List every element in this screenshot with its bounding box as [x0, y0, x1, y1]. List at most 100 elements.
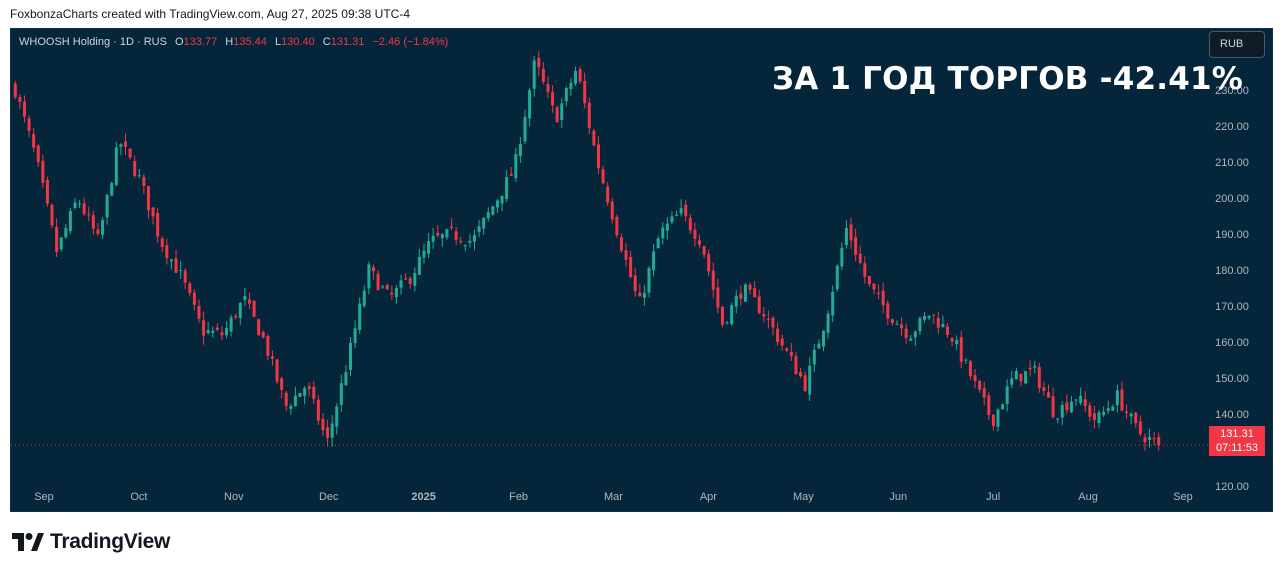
candle-body	[840, 247, 844, 267]
candle-body	[284, 392, 288, 406]
candle-body	[789, 351, 793, 357]
price-tick-label: 220.00	[1215, 121, 1249, 133]
chart-attribution: FoxbonzaCharts created with TradingView.…	[10, 7, 411, 21]
candle-body	[45, 179, 49, 204]
candle-body	[569, 82, 573, 90]
last-price-value: 131.31	[1220, 428, 1254, 440]
candle-body	[909, 338, 913, 341]
candle-body	[776, 328, 780, 343]
candle-body	[436, 232, 440, 236]
candle-body	[578, 68, 582, 82]
candle-body	[468, 240, 472, 243]
candle-body	[702, 246, 706, 255]
candle-body	[381, 286, 385, 288]
candle-body	[748, 284, 752, 290]
candle-body	[895, 323, 899, 325]
candle-body	[78, 203, 82, 205]
candle-body	[1115, 390, 1119, 406]
currency-button[interactable]: RUB	[1209, 31, 1265, 58]
chart-panel[interactable]: 120.00130.00140.00150.00160.00170.00180.…	[10, 28, 1273, 512]
candle-body	[13, 83, 17, 98]
candle-body	[252, 300, 256, 317]
candle-body	[514, 153, 518, 179]
candle-body	[174, 258, 178, 273]
candle-body	[202, 320, 206, 336]
candle-body	[991, 414, 995, 426]
candle-body	[877, 292, 881, 294]
candle-body	[1037, 366, 1041, 389]
candle-body	[698, 240, 702, 245]
candle-body	[270, 356, 274, 359]
candle-body	[619, 237, 623, 251]
candle-body	[564, 88, 568, 102]
candle-body	[234, 315, 238, 318]
candle-body	[275, 359, 279, 382]
candle-body	[583, 81, 587, 104]
candle-body	[339, 383, 343, 405]
price-tick-label: 150.00	[1215, 373, 1249, 385]
candle-body	[803, 375, 807, 392]
candle-body	[367, 264, 371, 289]
candle-body	[1134, 412, 1138, 424]
close-value: 131.31	[330, 36, 365, 48]
candle-body	[656, 238, 660, 249]
candle-body	[725, 322, 729, 324]
candle-body	[900, 324, 904, 329]
candle-body	[422, 250, 426, 258]
candle-body	[440, 234, 444, 239]
candle-body	[863, 263, 867, 277]
time-tick-label: Sep	[34, 491, 54, 503]
open-label: O	[174, 36, 184, 48]
candle-body	[472, 235, 476, 242]
candle-body	[675, 214, 679, 216]
candle-body	[376, 273, 380, 291]
tradingview-logo[interactable]: TradingView	[12, 530, 170, 554]
candle-body	[987, 395, 991, 416]
candle-body	[546, 84, 550, 92]
candle-body	[821, 330, 825, 347]
candle-body	[220, 332, 224, 336]
candle-body	[1152, 438, 1156, 440]
candle-body	[160, 238, 164, 248]
candle-body	[642, 292, 646, 298]
candle-body	[408, 278, 412, 284]
symbol-legend: WHOOSH Holding · 1D · RUS O133.77 H135.4…	[19, 36, 448, 48]
candle-body	[1069, 401, 1073, 413]
candle-body	[973, 375, 977, 381]
time-tick-label: Jul	[986, 491, 1000, 503]
candle-body	[206, 330, 210, 334]
time-tick-label: Apr	[700, 491, 717, 503]
candle-body	[124, 141, 128, 147]
candlestick-plot[interactable]: 120.00130.00140.00150.00160.00170.00180.…	[11, 29, 1272, 511]
candle-body	[225, 328, 229, 336]
candle-body	[771, 317, 775, 328]
candle-body	[716, 287, 720, 308]
candle-body	[1046, 392, 1050, 398]
candle-body	[1001, 404, 1005, 410]
price-tick-label: 230.00	[1215, 85, 1249, 97]
candle-body	[1120, 389, 1124, 411]
candle-body	[486, 212, 490, 219]
candle-body	[500, 195, 504, 204]
time-tick-label: Nov	[224, 491, 244, 503]
candle-body	[743, 284, 747, 302]
candle-body	[509, 174, 513, 176]
candle-body	[371, 267, 375, 272]
low-value: 130.40	[281, 36, 315, 48]
time-axis[interactable]: Sep Oct Nov Dec 2025 Feb Mar Apr May Jun Jul Aug Sep	[34, 491, 1193, 503]
candle-body	[799, 371, 803, 377]
candle-body	[1125, 411, 1129, 413]
candle-body	[826, 313, 830, 333]
candle-body	[463, 245, 467, 247]
candle-body	[867, 275, 871, 285]
price-tick-label: 170.00	[1215, 301, 1249, 313]
candle-body	[385, 285, 389, 290]
time-tick-label: Mar	[604, 491, 623, 503]
candle-body	[560, 103, 564, 121]
change-value: −2.46 (−1.84%)	[372, 36, 449, 48]
candle-body	[665, 223, 669, 231]
candle-body	[720, 306, 724, 325]
candle-body	[431, 235, 435, 242]
candle-body	[215, 327, 219, 330]
candle-body	[454, 231, 458, 240]
